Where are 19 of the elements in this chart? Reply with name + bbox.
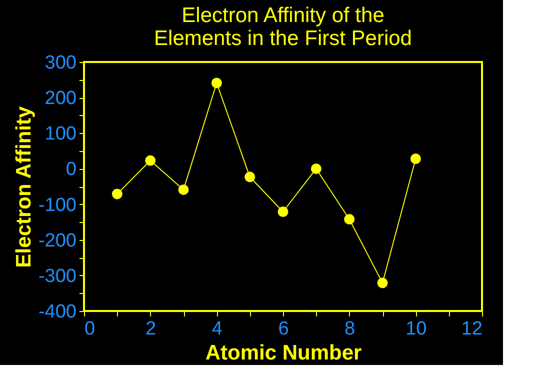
y-tick-label: 300 <box>44 52 76 74</box>
y-tick-label: 200 <box>44 88 76 110</box>
y-tick-label: -400 <box>38 302 76 322</box>
x-tick-label: 0 <box>84 318 96 340</box>
y-tick-label: 100 <box>44 124 76 145</box>
y-tick-label: 0 <box>66 159 76 180</box>
x-tick-label: 6 <box>278 318 289 340</box>
y-tick-label: -300 <box>38 266 76 287</box>
x-tick-label: 8 <box>344 318 356 340</box>
y-tick-label: -200 <box>38 230 76 252</box>
x-tick-label: 2 <box>146 318 156 340</box>
text: Elements in the First Period <box>154 27 412 50</box>
y-tick-label: -100 <box>38 194 76 216</box>
text: Electron Affinity of the <box>182 4 384 27</box>
x-axis-title: Atomic Number <box>205 342 362 364</box>
x-tick-label: 4 <box>212 318 223 340</box>
x-tick-label: 10 <box>406 318 427 340</box>
x-tick-label: 12 <box>461 318 482 340</box>
y-axis-title: Electron Affinity <box>12 106 36 268</box>
